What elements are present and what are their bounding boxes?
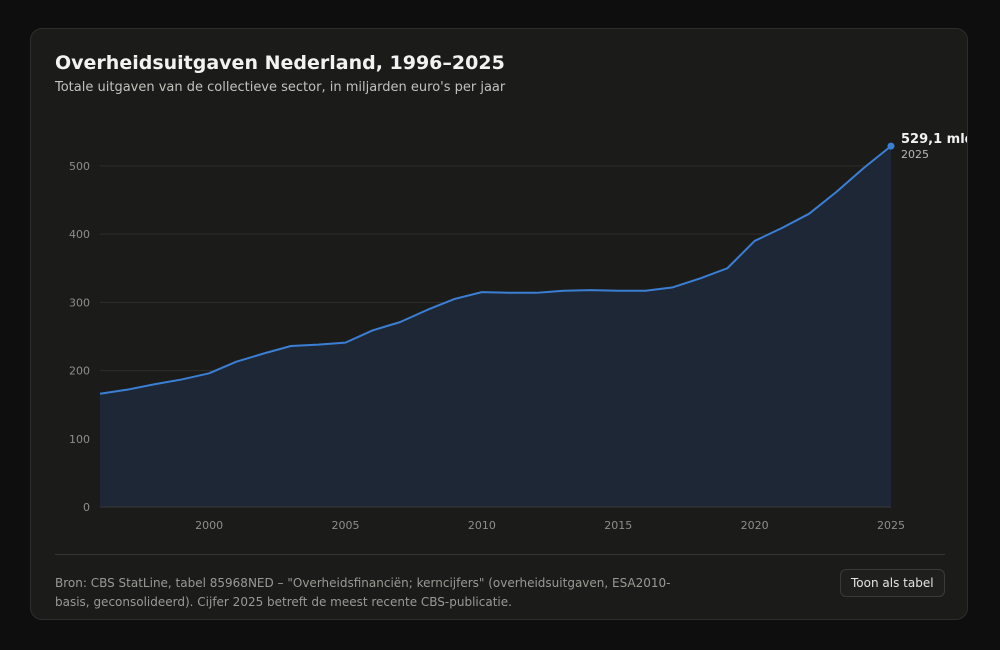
end-value-label: 529,1 mld [901, 132, 967, 147]
chart-title: Overheidsuitgaven Nederland, 1996–2025 [55, 52, 505, 74]
show-table-button[interactable]: Toon als tabel [840, 569, 945, 597]
y-tick-label: 0 [83, 501, 90, 514]
x-tick-label: 2010 [468, 519, 496, 532]
source-note: Bron: CBS StatLine, tabel 85968NED – "Ov… [55, 576, 671, 609]
chart-card: Overheidsuitgaven Nederland, 1996–2025 T… [30, 28, 968, 620]
y-tick-label: 400 [69, 228, 90, 241]
x-tick-label: 2025 [877, 519, 905, 532]
series-line [99, 145, 892, 395]
x-tick-label: 2015 [604, 519, 632, 532]
x-tick-label: 2020 [741, 519, 769, 532]
end-year-label: 2025 [901, 148, 929, 161]
footer-divider [55, 554, 945, 555]
y-tick-label: 300 [69, 296, 90, 309]
y-tick-label: 200 [69, 365, 90, 378]
area-fill [100, 146, 891, 507]
x-tick-label: 2005 [331, 519, 359, 532]
axis-tick-labels: 0 100 200 300 400 500 2000 2005 2010 2015 2020 2025 [69, 160, 905, 532]
y-tick-label: 500 [69, 160, 90, 173]
line-chart: 0 100 200 300 400 500 2000 2005 2010 2015 2020 2025… [69, 132, 967, 532]
x-tick-label: 2000 [195, 519, 223, 532]
end-point-marker [887, 142, 895, 150]
y-tick-label: 100 [69, 433, 90, 446]
chart-subtitle: Totale uitgaven van de collectieve secto… [55, 80, 506, 95]
